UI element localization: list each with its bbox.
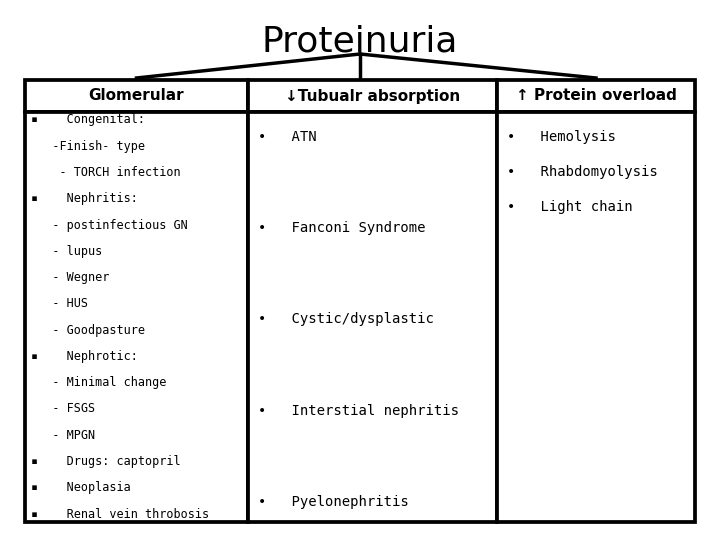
Bar xyxy=(248,112,497,522)
Text: ▪    Nephrotic:: ▪ Nephrotic: xyxy=(31,350,138,363)
Text: - MPGN: - MPGN xyxy=(31,429,95,442)
Text: ↓Tubualr absorption: ↓Tubualr absorption xyxy=(285,89,460,104)
Text: ▪    Neoplasia: ▪ Neoplasia xyxy=(31,481,131,494)
Text: •   Rhabdomyolysis: • Rhabdomyolysis xyxy=(507,165,658,179)
Text: Proteinuria: Proteinuria xyxy=(262,25,458,59)
Text: •   Light chain: • Light chain xyxy=(507,200,633,214)
Text: •   ATN: • ATN xyxy=(258,130,317,144)
Text: ▪    Renal vein throbosis: ▪ Renal vein throbosis xyxy=(31,508,209,521)
Text: - lupus: - lupus xyxy=(31,245,102,258)
Text: •   Pyelonephritis: • Pyelonephritis xyxy=(258,495,409,509)
Text: Glomerular: Glomerular xyxy=(89,89,184,104)
Text: - Minimal change: - Minimal change xyxy=(31,376,166,389)
Text: -Finish- type: -Finish- type xyxy=(31,140,145,153)
Text: - postinfectious GN: - postinfectious GN xyxy=(31,219,188,232)
Text: ▪    Drugs: captopril: ▪ Drugs: captopril xyxy=(31,455,181,468)
Text: - Wegner: - Wegner xyxy=(31,271,109,284)
Bar xyxy=(497,80,695,112)
Text: - TORCH infection: - TORCH infection xyxy=(31,166,181,179)
Text: •   Fanconi Syndrome: • Fanconi Syndrome xyxy=(258,221,426,235)
Bar xyxy=(497,112,695,522)
Bar xyxy=(25,112,248,522)
Text: •   Cystic/dysplastic: • Cystic/dysplastic xyxy=(258,313,434,327)
Text: ↑ Protein overload: ↑ Protein overload xyxy=(516,89,676,104)
Bar xyxy=(248,80,497,112)
Text: - Goodpasture: - Goodpasture xyxy=(31,323,145,336)
Text: ▪    Nephritis:: ▪ Nephritis: xyxy=(31,192,138,205)
Text: - FSGS: - FSGS xyxy=(31,402,95,415)
Text: •   Hemolysis: • Hemolysis xyxy=(507,130,616,144)
Text: •   Interstial nephritis: • Interstial nephritis xyxy=(258,404,459,418)
Text: ▪    Congenital:: ▪ Congenital: xyxy=(31,113,145,126)
Bar xyxy=(25,80,248,112)
Text: - HUS: - HUS xyxy=(31,298,88,310)
